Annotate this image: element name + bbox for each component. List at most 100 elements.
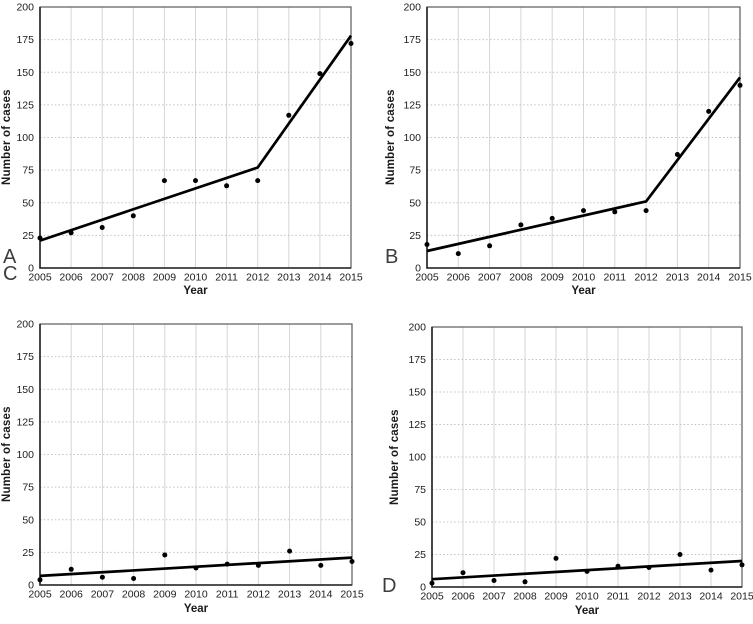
- data-point: [255, 178, 261, 184]
- x-tick-label: 2015: [339, 272, 363, 284]
- data-point: [349, 559, 355, 564]
- data-point: [255, 562, 261, 568]
- axis-lines: [426, 7, 740, 269]
- y-axis-title: Number of cases: [385, 89, 397, 186]
- y-tick-label: 75: [414, 484, 426, 496]
- x-tick-label: 2013: [668, 591, 692, 603]
- data-point: [584, 568, 590, 574]
- y-tick-label: 150: [408, 387, 426, 399]
- data-point: [553, 555, 559, 561]
- x-tick-label: 2014: [699, 591, 723, 603]
- data-point: [455, 251, 461, 257]
- x-tick-label: 2013: [278, 589, 302, 601]
- data-point: [161, 178, 167, 184]
- y-tick-label: 125: [16, 416, 34, 428]
- x-tick-label: 2012: [634, 272, 658, 284]
- x-tick-labels: 2005 2006 2007 2008 2009 2010 2011 2012 2013 2014…: [420, 591, 753, 603]
- x-tick-label: 2005: [28, 589, 52, 601]
- data-point: [581, 208, 586, 214]
- data-points: [37, 548, 355, 583]
- data-point: [549, 215, 555, 221]
- x-tick-label: 2009: [153, 272, 177, 284]
- data-point: [224, 561, 230, 567]
- x-tick-label: 2014: [697, 272, 721, 284]
- data-point: [677, 552, 683, 557]
- data-point: [429, 580, 435, 586]
- x-tick-label: 2010: [572, 272, 596, 284]
- data-point: [487, 243, 493, 249]
- panel-c: 0 25 50 75 100 125 150 175 200 2005 2006 2007 2008 20…: [0, 263, 376, 624]
- x-axis-title: Year: [183, 285, 208, 297]
- x-tick-label: 2015: [728, 272, 752, 284]
- data-points: [424, 82, 743, 257]
- y-tick-label: 100: [403, 132, 421, 144]
- x-tick-label: 2008: [513, 591, 537, 603]
- x-tick-label: 2006: [59, 272, 83, 284]
- axis-lines: [39, 7, 351, 269]
- x-tick-label: 2015: [730, 591, 753, 603]
- x-tick-label: 2007: [482, 591, 506, 603]
- data-point: [193, 565, 199, 571]
- y-axis-title: Number of cases: [1, 406, 13, 503]
- x-tick-label: 2012: [246, 272, 270, 284]
- y-tick-label: 0: [420, 582, 426, 594]
- panel-a: 0 25 50 75 100 125 150 175 200 2005 2006 2007 2008 20…: [0, 0, 376, 312]
- panel-label-a: A: [3, 246, 17, 268]
- y-tick-label: 25: [22, 230, 34, 242]
- y-tick-label: 50: [414, 517, 426, 529]
- y-tick-label: 25: [414, 549, 426, 561]
- horizontal-gridlines: [40, 39, 351, 236]
- x-tick-labels: 2005 2006 2007 2008 2009 2010 2011 2012 2013 2014…: [415, 272, 752, 284]
- x-tick-label: 2005: [415, 272, 439, 284]
- x-tick-label: 2012: [637, 591, 661, 603]
- x-tick-label: 2009: [541, 272, 565, 284]
- y-tick-label: 50: [22, 197, 34, 209]
- y-tick-label: 25: [409, 230, 421, 242]
- x-tick-label: 2014: [309, 589, 333, 601]
- x-tick-label: 2013: [277, 272, 301, 284]
- y-tick-label: 175: [16, 34, 34, 46]
- x-tick-label: 2009: [153, 589, 177, 601]
- x-axis-title: Year: [183, 603, 209, 615]
- trend-line: [426, 76, 742, 253]
- x-axis-title: Year: [574, 605, 600, 617]
- data-point: [193, 178, 198, 184]
- data-point: [131, 576, 137, 581]
- y-tick-label: 50: [22, 514, 34, 526]
- y-tick-labels: 0 25 50 75 100 125 150 175 200: [408, 322, 426, 594]
- data-point: [615, 563, 621, 569]
- y-tick-labels: 0 25 50 75 100 125 150 175 200: [403, 2, 421, 275]
- data-point: [348, 41, 354, 46]
- x-tick-label: 2005: [28, 272, 52, 284]
- y-tick-label: 75: [22, 165, 34, 177]
- data-point: [99, 574, 105, 580]
- y-tick-label: 200: [16, 319, 34, 331]
- x-tick-label: 2011: [215, 272, 238, 284]
- data-point: [37, 577, 43, 583]
- data-point: [706, 108, 712, 114]
- y-tick-label: 125: [403, 99, 421, 111]
- data-point: [674, 152, 680, 157]
- data-point: [224, 183, 230, 189]
- trend-line: [39, 34, 353, 242]
- y-axis-title: Number of cases: [1, 89, 13, 186]
- data-point: [68, 566, 74, 572]
- x-tick-label: 2005: [420, 591, 444, 603]
- y-tick-label: 175: [403, 34, 421, 46]
- panel-label-d: D: [382, 575, 397, 597]
- horizontal-gridlines: [40, 356, 352, 553]
- x-tick-label: 2010: [184, 589, 208, 601]
- data-point: [37, 235, 43, 241]
- y-tick-label: 175: [16, 351, 34, 363]
- y-tick-label: 75: [22, 482, 34, 494]
- x-tick-labels: 2005 2006 2007 2008 2009 2010 2011 2012 2013 2014…: [28, 589, 364, 601]
- data-point: [162, 552, 168, 558]
- data-point: [460, 570, 466, 576]
- y-tick-label: 25: [22, 547, 34, 559]
- x-tick-label: 2013: [666, 272, 690, 284]
- y-tick-label: 150: [16, 384, 34, 396]
- x-tick-label: 2008: [122, 589, 146, 601]
